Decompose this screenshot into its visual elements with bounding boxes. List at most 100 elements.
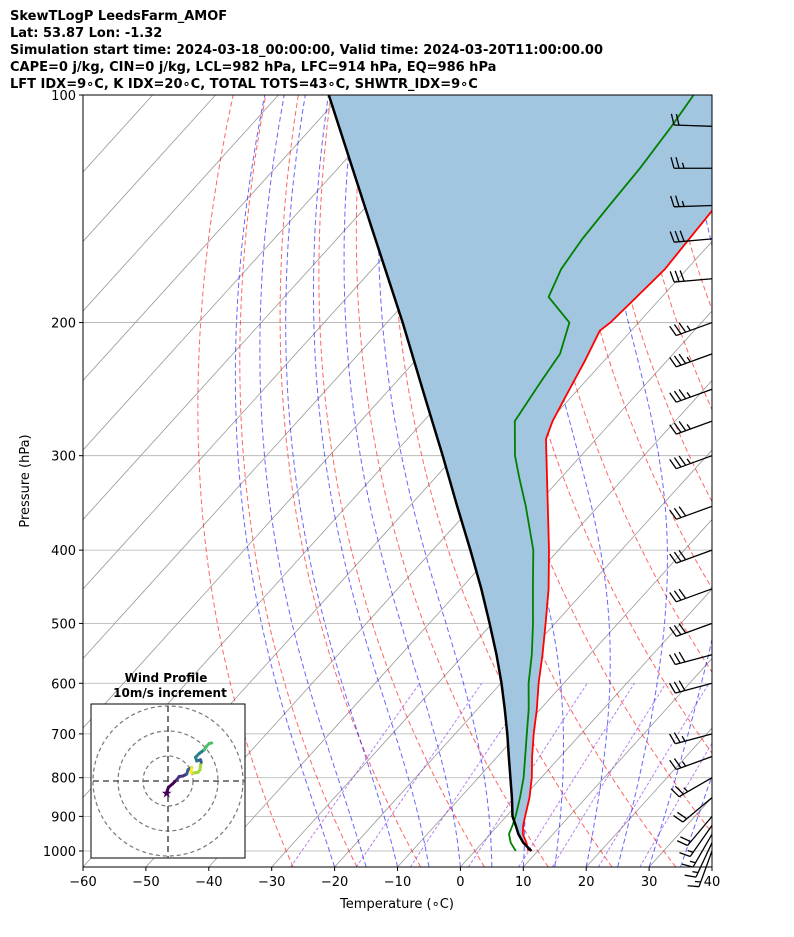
x-tick-label: −60 xyxy=(69,875,96,890)
wind-barb-feather xyxy=(676,840,688,847)
wind-barb xyxy=(669,622,713,638)
wind-barb-feather xyxy=(675,157,680,169)
y-axis-label: Pressure (hPa) xyxy=(18,434,33,527)
y-tick-label: 100 xyxy=(51,89,76,104)
dry-adiabat-line xyxy=(391,95,613,867)
wind-barb-staff xyxy=(676,622,713,638)
wind-barb xyxy=(684,842,713,878)
x-tick-label: 10 xyxy=(515,875,532,890)
wind-barb-feather xyxy=(669,271,675,283)
wind-barb xyxy=(687,850,713,888)
wind-barb-feather xyxy=(673,625,682,636)
wind-barb-feather xyxy=(673,653,681,664)
wind-barb-staff xyxy=(676,388,713,403)
mixing-ratio-line xyxy=(468,683,588,867)
moist-adiabat-line xyxy=(234,95,336,867)
parcel-profile-line xyxy=(327,95,533,852)
y-tick-label: 600 xyxy=(51,677,76,692)
wind-barb-feather xyxy=(669,357,677,368)
wind-barb-feather xyxy=(678,623,687,634)
wind-barb xyxy=(669,420,713,435)
moist-adiabat-line xyxy=(285,95,398,867)
wind-barb xyxy=(676,815,713,847)
wind-barb-staff xyxy=(682,797,713,823)
wind-barb-feather xyxy=(676,811,688,820)
y-tick-label: 1000 xyxy=(43,845,76,860)
wind-barb-staff xyxy=(676,321,713,337)
dry-adiabat-line xyxy=(318,95,485,867)
x-tick-label: −40 xyxy=(195,875,222,890)
wind-barb-feather xyxy=(670,788,680,798)
wind-barb-feather xyxy=(673,422,682,433)
wind-barb xyxy=(669,321,713,337)
wind-barb-feather xyxy=(668,733,676,745)
wind-barb-feather xyxy=(674,230,680,242)
wind-barb-half-feather xyxy=(681,735,686,742)
chart-title-block: SkewTLogP LeedsFarm_AMOF Lat: 53.87 Lon:… xyxy=(10,8,603,93)
wind-barb xyxy=(673,797,713,823)
wind-barb-half-feather xyxy=(686,423,691,430)
wind-barb-staff xyxy=(674,124,713,127)
y-tick-label: 900 xyxy=(51,810,76,825)
wind-barb-half-feather xyxy=(683,787,689,793)
wind-barb xyxy=(668,651,713,666)
wind-barb-feather xyxy=(674,270,680,282)
wind-barb-feather xyxy=(673,324,682,335)
dry-adiabat-line xyxy=(787,95,794,867)
hodograph-inset: Wind Profile 10m/s increment ★ xyxy=(90,671,246,859)
wind-barb-staff xyxy=(676,420,713,435)
wind-barb-feather xyxy=(670,157,675,169)
y-tick-label: 700 xyxy=(51,728,76,743)
x-tick-label: 0 xyxy=(456,875,464,890)
temperature-profile-line xyxy=(521,209,712,852)
wind-barb xyxy=(670,777,713,798)
wind-barb xyxy=(669,755,713,771)
dry-adiabat-line xyxy=(754,95,794,867)
wind-barb-feather xyxy=(673,457,682,468)
cape-shaded-area xyxy=(328,95,712,851)
hodograph-subtitle: 10m/s increment xyxy=(113,686,227,700)
wind-barb-staff xyxy=(676,755,713,771)
x-tick-label: −10 xyxy=(384,875,411,890)
wind-barb-feather xyxy=(675,113,680,126)
wind-barb-feather xyxy=(674,785,684,795)
wind-barb-feather xyxy=(673,815,684,823)
wind-barb-feather xyxy=(669,459,677,470)
wind-barb-feather xyxy=(678,389,687,400)
moist-adiabat-line xyxy=(343,95,461,867)
station-coordinates: Lat: 53.87 Lon: -1.32 xyxy=(10,26,163,41)
x-tick-label: −50 xyxy=(132,875,159,890)
isotherm-line xyxy=(460,588,712,867)
wind-barb-half-feather xyxy=(686,325,691,331)
profile-layer xyxy=(327,95,712,852)
wind-barb-feather xyxy=(675,195,680,207)
wind-barb-feather xyxy=(679,230,685,242)
wind-barb-feather xyxy=(669,392,677,403)
wind-barb-feather xyxy=(678,420,687,432)
wind-barb-feather xyxy=(678,455,687,466)
wind-barb-feather xyxy=(673,355,682,366)
hodograph-surface-marker: ★ xyxy=(161,786,173,801)
wind-barb-feather xyxy=(670,113,675,126)
wind-barb xyxy=(679,825,713,858)
wind-barb-staff xyxy=(689,825,713,857)
wind-barb-staff xyxy=(675,733,713,745)
y-tick-label: 300 xyxy=(51,450,76,465)
wind-barb-feather xyxy=(669,759,677,770)
mixing-ratio-line xyxy=(290,683,421,867)
x-tick-label: −20 xyxy=(321,875,348,890)
isotherm-line xyxy=(83,95,405,451)
wind-barb-half-feather xyxy=(692,870,699,874)
moist-adiabat-line xyxy=(313,95,430,867)
wind-barb-feather xyxy=(669,325,677,336)
wind-barb xyxy=(669,549,713,564)
isotherm-line xyxy=(334,449,712,867)
dewpoint-profile-line xyxy=(508,95,695,852)
wind-barb-staff xyxy=(676,588,713,603)
wind-barb-feather xyxy=(669,626,677,637)
wind-barb xyxy=(669,230,713,243)
wind-barb-staff xyxy=(674,204,713,208)
chart-title: SkewTLogP LeedsFarm_AMOF xyxy=(10,9,228,24)
dry-adiabat-line xyxy=(525,95,712,673)
hodograph-plot-area: ★ xyxy=(91,704,245,858)
